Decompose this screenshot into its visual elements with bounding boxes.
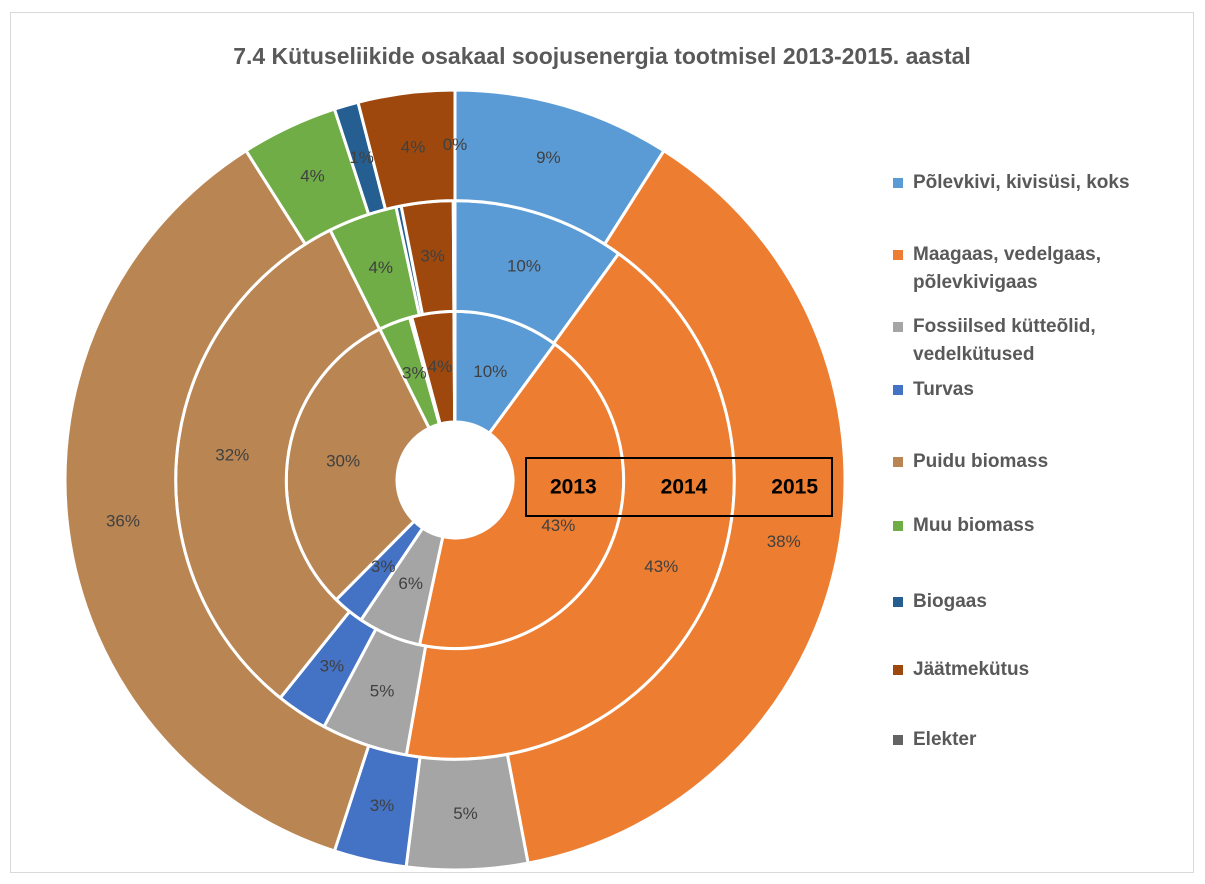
data-label: 9%: [536, 148, 561, 167]
legend-entry: Maagaas, vedelgaas, põlevkivigaas: [893, 241, 1163, 297]
legend-entry: Turvas: [893, 376, 1163, 404]
data-label: 5%: [453, 804, 478, 823]
legend-swatch: [893, 597, 903, 607]
legend-swatch: [893, 735, 903, 745]
data-label: 5%: [370, 681, 395, 700]
legend-label: Elekter: [913, 729, 976, 750]
data-label: 10%: [507, 256, 541, 275]
ring-slice: [453, 201, 455, 312]
data-label: 38%: [767, 532, 801, 551]
data-label: 4%: [300, 167, 325, 186]
data-label: 3%: [371, 557, 396, 576]
data-label: 3%: [370, 796, 395, 815]
legend-label: Turvas: [913, 379, 974, 400]
data-label: 43%: [644, 557, 678, 576]
data-label: 1%: [349, 148, 374, 167]
data-label: 6%: [398, 574, 423, 593]
data-label: 4%: [428, 357, 453, 376]
legend-entry: Põlevkivi, kivisüsi, koks: [893, 169, 1163, 197]
chart-title: 7.4 Kütuseliikide osakaal soojusenergia …: [233, 43, 971, 69]
legend-label: Fossiilsed kütteõlid, vedelkütused: [913, 316, 1096, 365]
legend-label: Jäätmekütus: [913, 659, 1029, 680]
legend-label: Põlevkivi, kivisüsi, koks: [913, 172, 1130, 193]
data-label: 30%: [326, 451, 360, 470]
legend-label: Puidu biomass: [913, 451, 1048, 472]
legend-label: Maagaas, vedelgaas, põlevkivigaas: [913, 244, 1101, 293]
legend-label: Biogaas: [913, 591, 987, 612]
page: 7.4 Kütuseliikide osakaal soojusenergia …: [0, 0, 1205, 884]
data-label: 4%: [401, 137, 426, 156]
legend-entry: Fossiilsed kütteõlid, vedelkütused: [893, 313, 1163, 369]
data-label: 0%: [443, 135, 468, 154]
legend-label: Muu biomass: [913, 515, 1034, 536]
ring-name: 2014: [661, 476, 708, 499]
ring-name: 2013: [550, 476, 597, 499]
data-label: 10%: [473, 362, 507, 381]
legend-swatch: [893, 322, 903, 332]
data-label: 43%: [541, 516, 575, 535]
data-label: 3%: [320, 657, 345, 676]
data-label: 36%: [106, 511, 140, 530]
legend-swatch: [893, 250, 903, 260]
legend-entry: Elekter: [893, 726, 1163, 754]
legend-swatch: [893, 385, 903, 395]
data-label: 4%: [368, 258, 393, 277]
legend-swatch: [893, 457, 903, 467]
data-label: 3%: [420, 247, 445, 266]
legend-entry: Puidu biomass: [893, 448, 1163, 476]
legend-entry: Biogaas: [893, 588, 1163, 616]
ring-slice: [454, 311, 455, 422]
data-label: 3%: [402, 364, 427, 383]
legend-entry: Jäätmekütus: [893, 656, 1163, 684]
ring-name: 2015: [771, 476, 818, 499]
legend-swatch: [893, 521, 903, 531]
legend-swatch: [893, 178, 903, 188]
legend-entry: Muu biomass: [893, 512, 1163, 540]
data-label: 32%: [215, 446, 249, 465]
legend-swatch: [893, 665, 903, 675]
